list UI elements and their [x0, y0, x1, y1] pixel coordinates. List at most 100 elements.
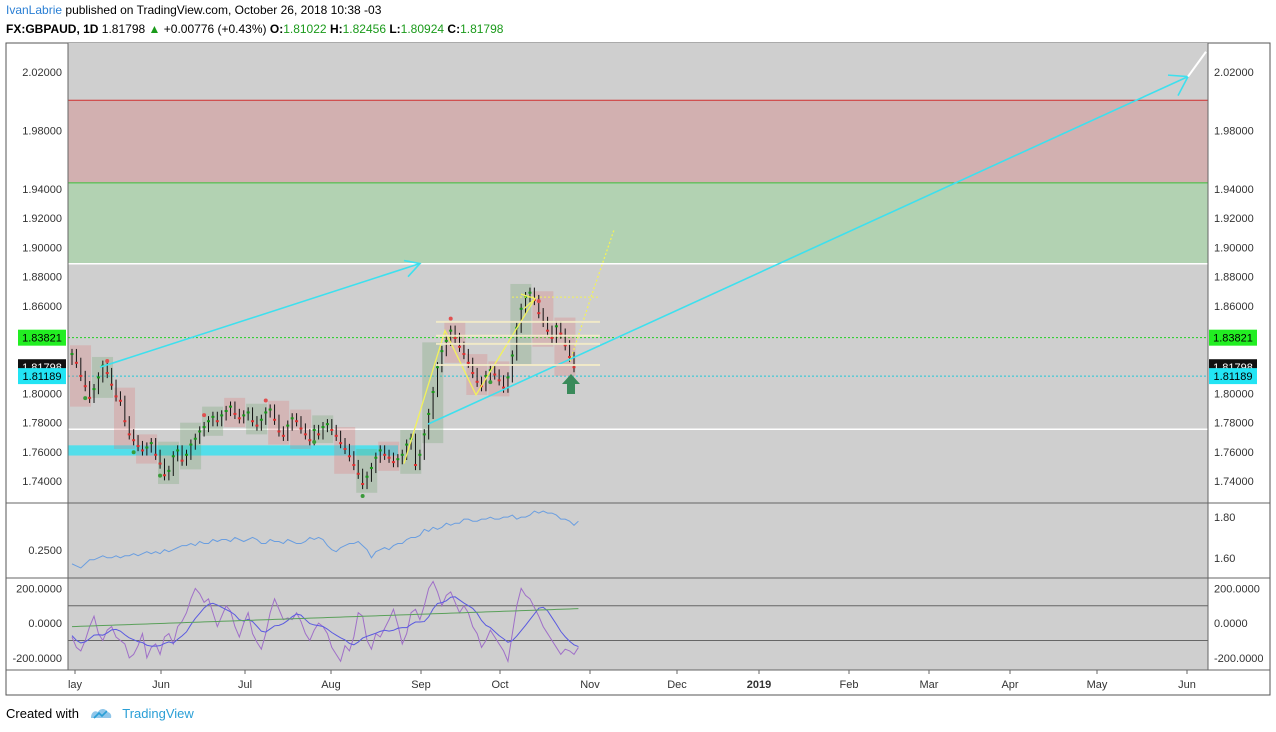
indicator-1-line: [71, 510, 579, 569]
footer: Created with TradingView: [6, 706, 194, 723]
open-value: 1.81022: [283, 22, 327, 36]
y-tick-label-right: 1.76000: [1214, 447, 1254, 459]
x-tick-label: Nov: [580, 679, 600, 691]
price-label-right: [1209, 329, 1257, 346]
swing-marker: [83, 396, 88, 401]
indicator-2-blue-line: [71, 596, 579, 648]
y-tick-label-left: 1.88000: [22, 272, 62, 284]
indicator-1-right-tick: 1.80: [1214, 512, 1235, 524]
indicator-1-pane-bg: [68, 503, 1208, 578]
weekly-range-box: [400, 429, 422, 474]
y-tick-label-right: 2.02000: [1214, 67, 1254, 79]
y-tick-label-left: 1.94000: [22, 184, 62, 196]
tradingview-logo-icon: [89, 706, 113, 723]
swing-marker: [536, 299, 541, 304]
weekly-range-box: [356, 448, 378, 493]
x-tick-label: Apr: [1001, 679, 1018, 691]
x-tick-label: 2019: [747, 679, 771, 691]
indicator-2-green-line: [71, 608, 579, 628]
indicator-2-left-tick: -200.0000: [12, 653, 62, 665]
price-label-left: [18, 368, 66, 385]
price-label-right: [1209, 368, 1257, 385]
y-tick-label-right: 1.80000: [1214, 388, 1254, 400]
swing-marker: [263, 398, 268, 403]
low-value: 1.80924: [400, 22, 445, 36]
price-change: +0.00776 (+0.43%): [163, 22, 267, 36]
swing-marker: [158, 473, 163, 478]
cyan-arrowhead: [403, 259, 422, 278]
high-value: 1.82456: [342, 22, 386, 36]
cyan-support-band: [68, 445, 398, 456]
white-extension-line: [1187, 51, 1207, 78]
x-tick-label: Feb: [840, 679, 859, 691]
y-tick-label-left: 1.98000: [22, 126, 62, 138]
price-label-left-text: 1.83821: [22, 333, 62, 345]
created-with-text: Created with: [6, 706, 79, 721]
x-tick-label: May: [1087, 679, 1108, 691]
swing-marker: [488, 380, 493, 385]
indicator-2-right-tick: 0.0000: [1214, 618, 1248, 630]
x-tick-label: Jun: [1178, 679, 1196, 691]
x-tick-label: Jul: [238, 679, 252, 691]
symbol-name: FX:GBPAUD, 1D: [6, 22, 99, 36]
swing-marker: [312, 439, 317, 444]
x-tick-label: Sep: [411, 679, 431, 691]
yellow-wave-path: [403, 298, 536, 464]
green-target-zone: [68, 182, 1208, 264]
y-tick-label-right: 1.94000: [1214, 184, 1254, 196]
indicator-2-right-tick: 200.0000: [1214, 583, 1260, 595]
indicator-2-left-tick: 0.0000: [28, 618, 62, 630]
swing-marker: [202, 413, 207, 418]
x-tick-label: Mar: [920, 679, 939, 691]
x-tick-label: Jun: [152, 679, 170, 691]
up-arrow-icon: ▲: [148, 22, 161, 36]
price-label-left: [18, 329, 66, 346]
swing-marker: [448, 316, 453, 321]
y-tick-label-right: 1.78000: [1214, 418, 1254, 430]
close-label: C:: [447, 22, 461, 36]
y-tick-label-left: 1.78000: [22, 418, 62, 430]
indicator-1-right-tick: 1.60: [1214, 553, 1235, 565]
y-tick-label-right: 1.88000: [1214, 272, 1254, 284]
y-tick-label-left: 1.92000: [22, 213, 62, 225]
price-label-right-text: 1.83821: [1213, 333, 1253, 345]
swing-marker: [131, 450, 136, 455]
cyan-projection-arrow: [99, 262, 421, 368]
y-tick-label-left: 1.74000: [22, 476, 62, 488]
y-tick-label-left: 2.02000: [22, 67, 62, 79]
y-tick-label-right: 1.90000: [1214, 242, 1254, 254]
y-tick-label-left: 1.80000: [22, 388, 62, 400]
indicator-2-right-tick: -200.0000: [1214, 653, 1264, 665]
tradingview-link[interactable]: TradingView: [122, 706, 194, 721]
y-tick-label-right: 1.86000: [1214, 301, 1254, 313]
red-target-zone: [68, 100, 1208, 183]
y-tick-label-left: 1.90000: [22, 242, 62, 254]
open-label: O:: [269, 22, 284, 36]
publish-header: IvanLabrie published on TradingView.com,…: [6, 3, 381, 17]
close-value: 1.81798: [460, 22, 504, 36]
cyan-long-projection-arrow: [427, 75, 1189, 425]
indicator-2-pane-bg: [68, 578, 1208, 670]
yellow-arrowhead: [520, 293, 537, 310]
last-price: 1.81798: [101, 22, 146, 36]
x-tick-label: Oct: [491, 679, 508, 691]
indicator-1-left-tick: 0.2500: [28, 545, 62, 557]
high-label: H:: [329, 22, 343, 36]
low-label: L:: [389, 22, 401, 36]
y-tick-label-right: 1.74000: [1214, 476, 1254, 488]
y-tick-label-right: 1.98000: [1214, 126, 1254, 138]
published-text: published on TradingView.com, October 26…: [65, 3, 382, 17]
swing-marker: [105, 359, 110, 364]
y-tick-label-right: 1.92000: [1214, 213, 1254, 225]
x-tick-label: Dec: [667, 679, 687, 691]
weekly-range-box: [158, 441, 180, 485]
symbol-bar: FX:GBPAUD, 1D 1.81798 ▲ +0.00776 (+0.43%…: [6, 22, 503, 36]
y-tick-label-left: 1.86000: [22, 301, 62, 313]
author-link[interactable]: IvanLabrie: [6, 3, 63, 17]
y-tick-label-left: 1.76000: [22, 447, 62, 459]
price-label-right-text: 1.81189: [1214, 371, 1253, 383]
swing-marker: [360, 494, 365, 499]
indicator-2-left-tick: 200.0000: [16, 583, 62, 595]
x-tick-label: lay: [68, 679, 83, 691]
